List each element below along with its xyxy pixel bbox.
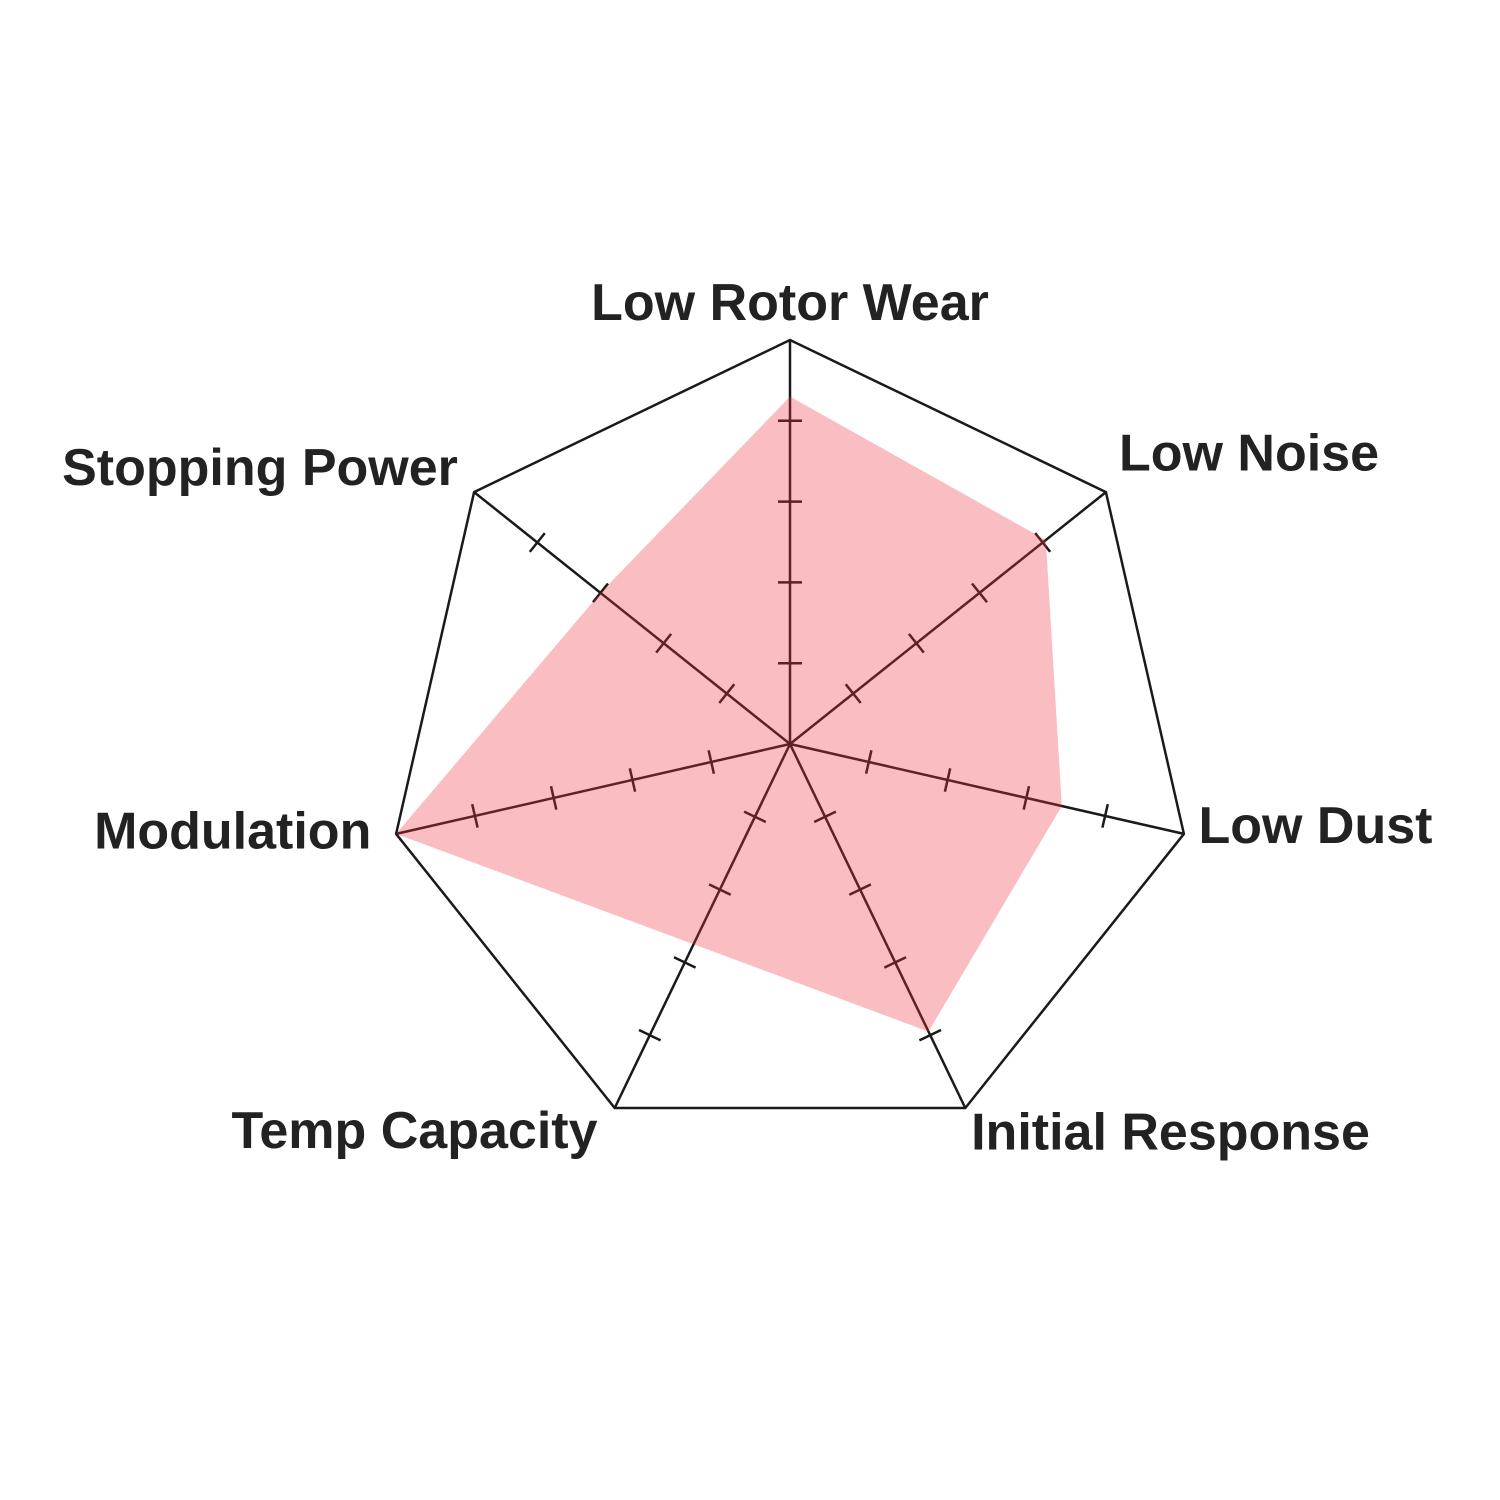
svg-text:Initial Response: Initial Response bbox=[971, 1104, 1370, 1162]
svg-text:Low Rotor Wear: Low Rotor Wear bbox=[591, 274, 989, 332]
svg-text:Low Dust: Low Dust bbox=[1199, 797, 1433, 855]
svg-text:Stopping Power: Stopping Power bbox=[62, 439, 458, 497]
svg-text:Modulation: Modulation bbox=[94, 802, 371, 860]
svg-text:Temp Capacity: Temp Capacity bbox=[231, 1102, 597, 1160]
svg-text:Low Noise: Low Noise bbox=[1119, 425, 1379, 483]
